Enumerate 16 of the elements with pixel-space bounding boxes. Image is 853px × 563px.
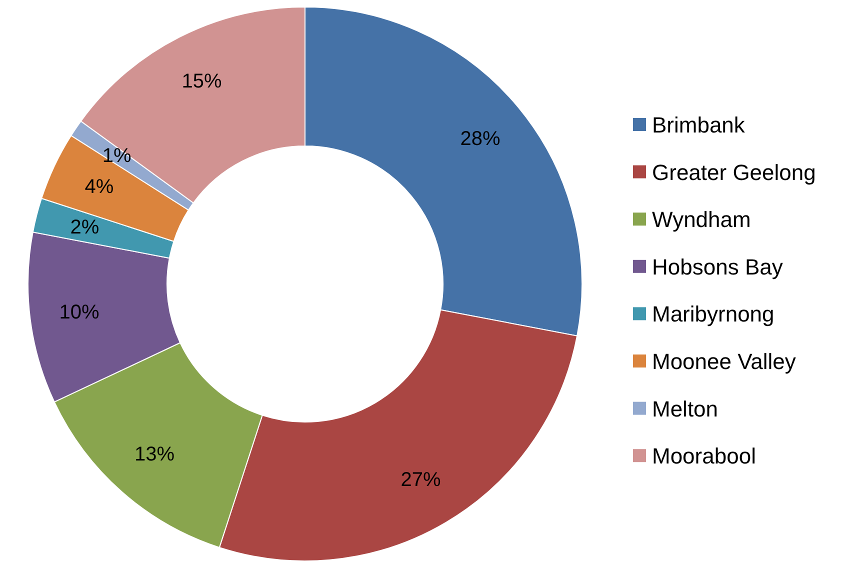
legend-label: Moonee Valley xyxy=(652,349,796,374)
legend-label: Maribyrnong xyxy=(652,302,774,327)
data-label: 28% xyxy=(460,128,501,150)
legend-label: Brimbank xyxy=(652,112,746,138)
data-label: 13% xyxy=(134,444,175,466)
data-label: 1% xyxy=(102,145,132,168)
legend-label: Melton xyxy=(652,396,718,422)
legend-label: Greater Geelong xyxy=(652,160,816,185)
data-label: 4% xyxy=(84,176,114,198)
data-label: 2% xyxy=(70,216,100,238)
legend-label: Hobsons Bay xyxy=(652,254,783,280)
legend-label: Wyndham xyxy=(652,207,751,232)
data-label: 15% xyxy=(182,70,222,92)
data-label: 27% xyxy=(400,468,442,491)
data-label: 10% xyxy=(59,302,100,324)
legend-label: Moorabool xyxy=(652,444,756,469)
